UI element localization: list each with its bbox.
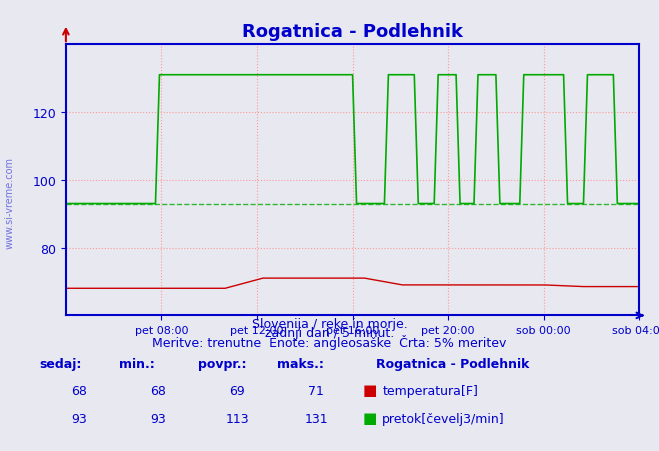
Text: 131: 131 <box>304 412 328 425</box>
Text: Rogatnica - Podlehnik: Rogatnica - Podlehnik <box>376 358 529 371</box>
Text: 93: 93 <box>71 412 87 425</box>
Text: www.si-vreme.com: www.si-vreme.com <box>5 157 15 249</box>
Text: 69: 69 <box>229 385 245 398</box>
Text: 68: 68 <box>71 385 87 398</box>
Text: pretok[čevelj3/min]: pretok[čevelj3/min] <box>382 412 505 425</box>
Text: zadnji dan / 5 minut.: zadnji dan / 5 minut. <box>265 326 394 339</box>
Text: povpr.:: povpr.: <box>198 358 246 371</box>
Text: 68: 68 <box>150 385 166 398</box>
Text: ■: ■ <box>362 410 377 425</box>
Text: 71: 71 <box>308 385 324 398</box>
Text: 93: 93 <box>150 412 166 425</box>
Text: 113: 113 <box>225 412 249 425</box>
Text: min.:: min.: <box>119 358 154 371</box>
Text: ■: ■ <box>362 382 377 398</box>
Text: sedaj:: sedaj: <box>40 358 82 371</box>
Text: Slovenija / reke in morje.: Slovenija / reke in morje. <box>252 317 407 330</box>
Text: maks.:: maks.: <box>277 358 324 371</box>
Title: Rogatnica - Podlehnik: Rogatnica - Podlehnik <box>242 23 463 41</box>
Text: temperatura[F]: temperatura[F] <box>382 385 478 398</box>
Text: Meritve: trenutne  Enote: angleosaške  Črta: 5% meritev: Meritve: trenutne Enote: angleosaške Črt… <box>152 334 507 350</box>
